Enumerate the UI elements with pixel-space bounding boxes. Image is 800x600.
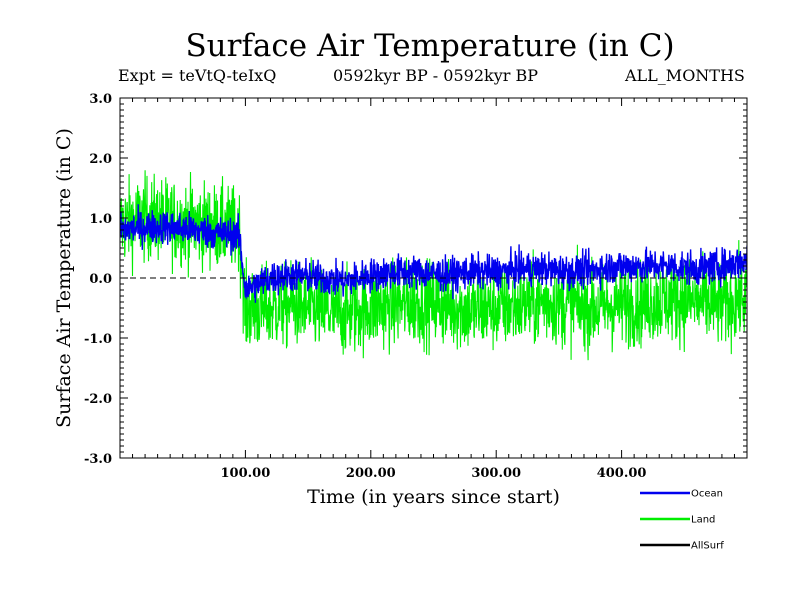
legend: Ocean Land AllSurf xyxy=(640,489,724,552)
legend-label-ocean: Ocean xyxy=(691,489,723,500)
legend-label-land: Land xyxy=(691,515,715,526)
y-tick-label: 1.0 xyxy=(89,212,112,227)
x-tick-label: 400.00 xyxy=(597,466,647,481)
y-tick-label: -1.0 xyxy=(84,332,112,347)
x-tick-label: 100.00 xyxy=(221,466,271,481)
y-axis-label: Surface Air Temperature (in C) xyxy=(53,128,75,428)
x-tick-label: 200.00 xyxy=(346,466,396,481)
months-label: ALL_MONTHS xyxy=(625,66,745,85)
y-tick-label: -3.0 xyxy=(84,452,112,467)
period-label: 0592kyr BP - 0592kyr BP xyxy=(333,66,538,85)
experiment-label: Expt = teVtQ-teIxQ xyxy=(118,66,277,85)
x-axis-label: Time (in years since start) xyxy=(307,486,560,508)
y-tick-label: -2.0 xyxy=(84,392,112,407)
series-line-ocean xyxy=(120,204,747,303)
x-tick-label: 300.00 xyxy=(471,466,521,481)
legend-label-allsurf: AllSurf xyxy=(691,541,724,552)
y-tick-label: 3.0 xyxy=(89,92,112,107)
y-tick-label: 2.0 xyxy=(89,152,112,167)
chart-title: Surface Air Temperature (in C) xyxy=(185,28,675,64)
y-tick-label: 0.0 xyxy=(89,272,112,287)
